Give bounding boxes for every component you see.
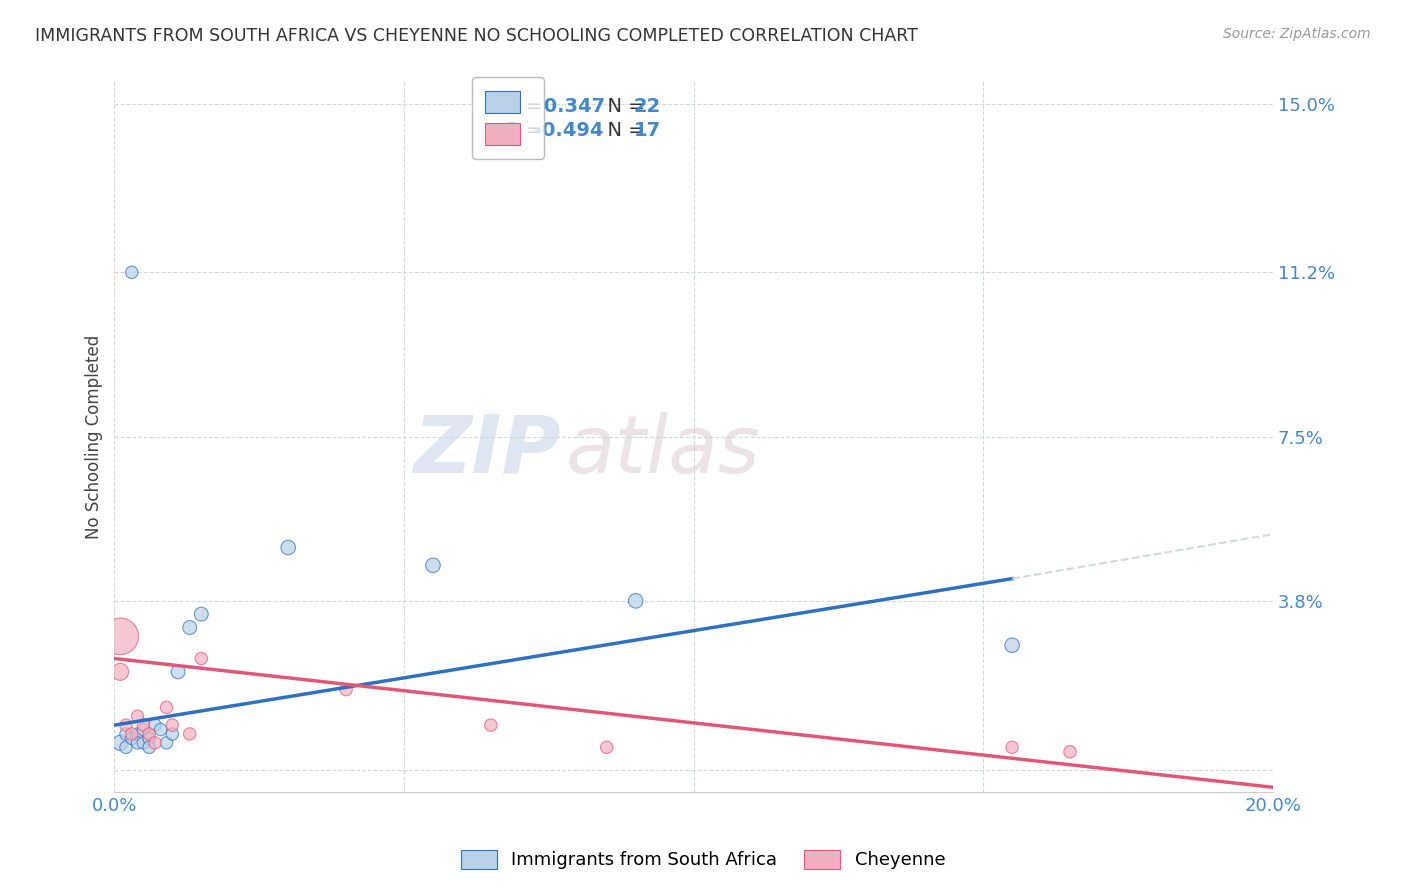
Text: 22: 22 [633, 97, 661, 116]
Text: 17: 17 [633, 120, 661, 139]
Point [1059, 745, 1081, 759]
Point [132, 723, 155, 737]
Point [149, 723, 172, 737]
Point [179, 620, 201, 634]
Point [190, 651, 212, 665]
Point [1001, 638, 1024, 652]
Text: R =: R = [506, 120, 548, 139]
Point [138, 740, 160, 755]
Point [115, 727, 138, 741]
Point [479, 718, 502, 732]
Point [127, 727, 149, 741]
Point [143, 736, 166, 750]
Point [422, 558, 444, 573]
Text: N =: N = [595, 120, 651, 139]
Point [335, 682, 357, 697]
Point [1001, 740, 1024, 755]
Point [162, 727, 184, 741]
Point [127, 736, 149, 750]
Point [108, 736, 131, 750]
Text: ZIP: ZIP [413, 412, 561, 490]
Point [115, 718, 138, 732]
Point [108, 665, 131, 679]
Y-axis label: No Schooling Completed: No Schooling Completed [86, 334, 103, 539]
Point [115, 740, 138, 755]
Text: N =: N = [595, 97, 651, 116]
Point [179, 727, 201, 741]
Point [162, 718, 184, 732]
Point [155, 736, 177, 750]
Point [132, 736, 155, 750]
Point [155, 700, 177, 714]
Text: -0.494: -0.494 [534, 120, 603, 139]
Text: Source: ZipAtlas.com: Source: ZipAtlas.com [1223, 27, 1371, 41]
Point [121, 727, 143, 741]
Text: 0.347: 0.347 [537, 97, 606, 116]
Point [596, 740, 619, 755]
Point [121, 731, 143, 746]
Text: IMMIGRANTS FROM SOUTH AFRICA VS CHEYENNE NO SCHOOLING COMPLETED CORRELATION CHAR: IMMIGRANTS FROM SOUTH AFRICA VS CHEYENNE… [35, 27, 918, 45]
Point [138, 727, 160, 741]
Point [121, 265, 143, 279]
Point [132, 718, 155, 732]
Point [127, 709, 149, 723]
Point [190, 607, 212, 621]
Point [143, 718, 166, 732]
Point [138, 731, 160, 746]
Point [624, 594, 647, 608]
Legend: , : , [471, 77, 544, 159]
Point [277, 541, 299, 555]
Point [167, 665, 190, 679]
Text: R =: R = [506, 97, 548, 116]
Point [108, 629, 131, 643]
Legend: Immigrants from South Africa, Cheyenne: Immigrants from South Africa, Cheyenne [451, 841, 955, 879]
Text: atlas: atlas [567, 412, 761, 490]
